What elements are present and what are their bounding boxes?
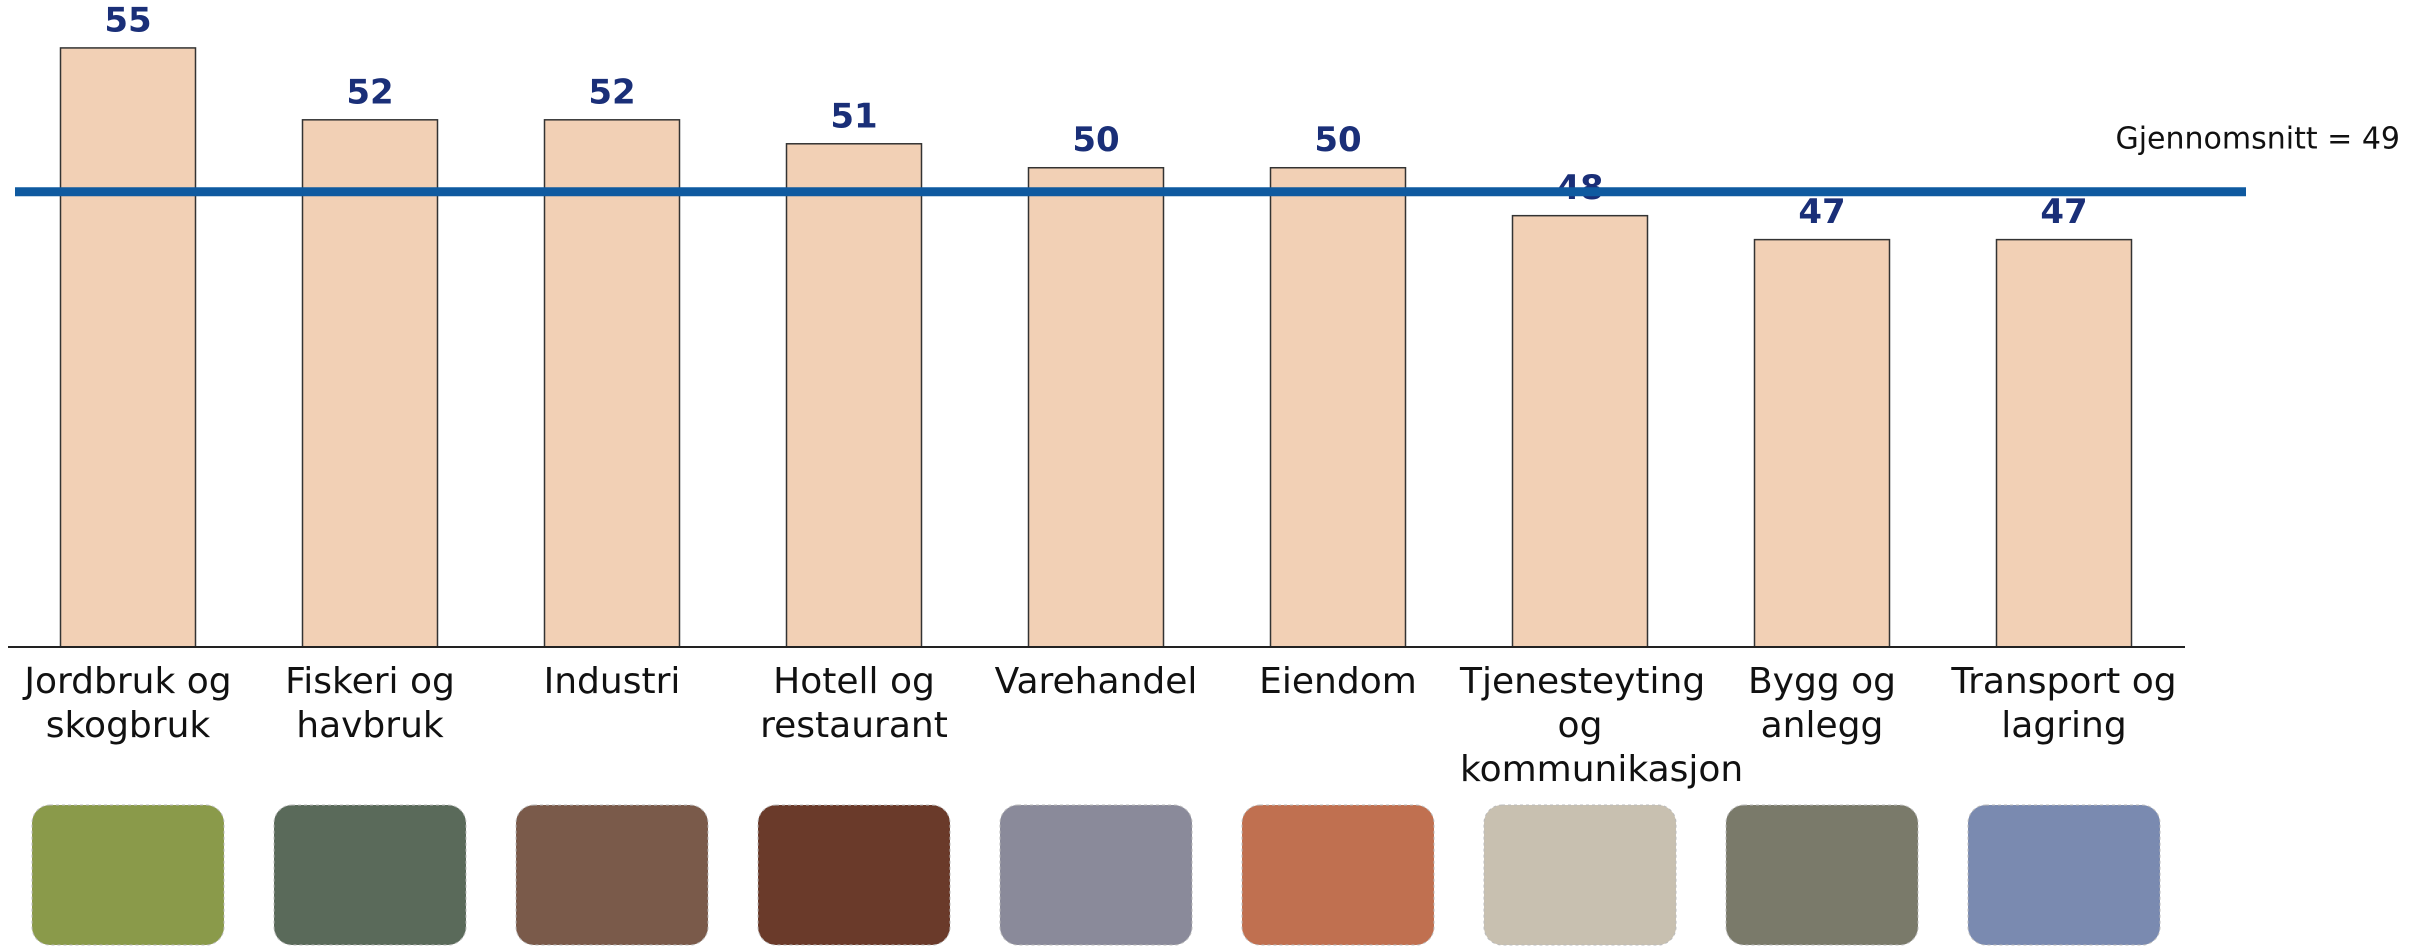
photo (273, 804, 467, 946)
bar (1511, 214, 1649, 648)
bar (1995, 238, 2133, 648)
photo (1725, 804, 1919, 946)
category-label: Transport og lagring (1951, 661, 2177, 746)
value-label: 52 (588, 72, 635, 112)
bar (59, 47, 197, 648)
category-label: Eiendom (1259, 661, 1417, 702)
category-label: Varehandel (994, 661, 1198, 702)
bar (301, 119, 439, 648)
value-label: 55 (104, 0, 151, 40)
bar (1269, 166, 1407, 648)
category-label: Jordbruk og skogbruk (24, 661, 232, 746)
value-label: 47 (1798, 192, 1845, 232)
photo (757, 804, 951, 946)
category-label: Bygg og anlegg (1747, 661, 1897, 746)
category-label: Industri (543, 661, 681, 702)
photo (1241, 804, 1435, 946)
photo (515, 804, 709, 946)
value-label: 50 (1072, 120, 1119, 160)
category-label: Tjenesteyting og kommunikasjon (1460, 661, 1744, 790)
bar (1027, 166, 1165, 648)
bar (785, 143, 923, 648)
photo (1967, 804, 2161, 946)
category-label: Fiskeri og havbruk (285, 661, 455, 746)
value-label: 51 (830, 96, 877, 136)
photo (31, 804, 225, 946)
bar (1753, 238, 1891, 648)
photo (999, 804, 1193, 946)
value-label: 52 (346, 72, 393, 112)
average-label: Gjennomsnitt = 49 (2115, 122, 2400, 157)
category-label: Hotell og restaurant (760, 661, 948, 746)
value-label: 47 (2040, 192, 2087, 232)
value-label: 50 (1314, 120, 1361, 160)
bar (543, 119, 681, 648)
photo (1483, 804, 1677, 946)
